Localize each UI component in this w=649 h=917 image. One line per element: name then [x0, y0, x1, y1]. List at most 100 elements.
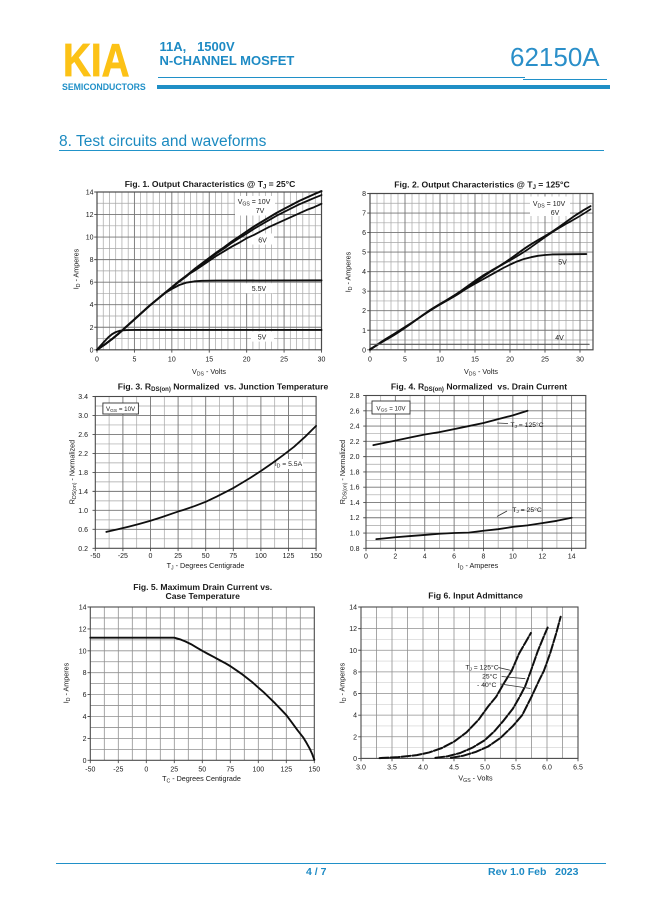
- svg-text:150: 150: [308, 767, 320, 774]
- svg-text:-50: -50: [85, 767, 95, 774]
- svg-text:5V: 5V: [258, 335, 267, 342]
- svg-text:10: 10: [436, 357, 444, 364]
- svg-text:Fig. 3. RDS(on) Normalized vs: Fig. 3. RDS(on) Normalized vs. Junction …: [118, 382, 329, 393]
- svg-text:5: 5: [362, 250, 366, 257]
- svg-text:1.0: 1.0: [78, 508, 88, 515]
- svg-text:5V: 5V: [558, 260, 567, 267]
- svg-text:15: 15: [471, 357, 479, 364]
- svg-text:1: 1: [362, 328, 366, 335]
- svg-text:10: 10: [86, 235, 94, 242]
- svg-text:50: 50: [198, 767, 206, 774]
- svg-text:6.0: 6.0: [542, 765, 552, 772]
- svg-text:0: 0: [353, 756, 357, 763]
- svg-text:0: 0: [144, 767, 148, 774]
- svg-text:Fig. 2. Output Characteristics: Fig. 2. Output Characteristics @ TJ = 12…: [394, 180, 569, 191]
- svg-text:-25: -25: [113, 767, 123, 774]
- svg-text:6.5: 6.5: [573, 765, 583, 772]
- svg-text:1.6: 1.6: [350, 485, 360, 492]
- svg-text:20: 20: [243, 357, 251, 364]
- svg-text:TJ = 125°C: TJ = 125°C: [510, 421, 543, 430]
- svg-text:1.2: 1.2: [350, 515, 360, 522]
- svg-text:3: 3: [362, 289, 366, 296]
- svg-text:25: 25: [280, 357, 288, 364]
- svg-text:VDS - Volts: VDS - Volts: [192, 367, 226, 377]
- svg-text:10: 10: [79, 648, 87, 655]
- svg-text:12: 12: [79, 626, 87, 633]
- svg-text:100: 100: [255, 553, 267, 560]
- svg-text:12: 12: [86, 212, 94, 219]
- svg-text:Fig. 4. RDS(on) Normalized vs: Fig. 4. RDS(on) Normalized vs. Drain Cur…: [391, 382, 567, 393]
- svg-text:2.0: 2.0: [350, 454, 360, 461]
- svg-text:RDS(on) - Normalized: RDS(on) - Normalized: [338, 440, 348, 504]
- svg-text:ID - Amperes: ID - Amperes: [458, 561, 499, 571]
- svg-text:3.0: 3.0: [78, 413, 88, 420]
- svg-text:75: 75: [226, 767, 234, 774]
- svg-text:0: 0: [149, 553, 153, 560]
- svg-text:4: 4: [90, 302, 94, 309]
- svg-text:4: 4: [353, 713, 357, 720]
- svg-text:3.4: 3.4: [78, 394, 88, 401]
- svg-text:-50: -50: [90, 553, 100, 560]
- svg-text:2: 2: [353, 734, 357, 741]
- svg-text:6V: 6V: [551, 210, 560, 217]
- svg-text:0.6: 0.6: [78, 527, 88, 534]
- svg-text:VGS = 10V: VGS = 10V: [376, 406, 406, 414]
- svg-text:4.0: 4.0: [418, 765, 428, 772]
- svg-text:2.2: 2.2: [350, 439, 360, 446]
- svg-text:Fig. 1. Output Characteristics: Fig. 1. Output Characteristics @ TJ = 25…: [125, 179, 296, 190]
- svg-text:14: 14: [349, 605, 357, 612]
- svg-text:7: 7: [362, 211, 366, 218]
- svg-text:8: 8: [353, 669, 357, 676]
- svg-text:8: 8: [362, 191, 366, 198]
- svg-text:14: 14: [568, 554, 576, 561]
- svg-text:TC - Degrees Centigrade: TC - Degrees Centigrade: [162, 774, 241, 784]
- svg-text:4: 4: [362, 269, 366, 276]
- svg-text:8: 8: [482, 554, 486, 561]
- svg-text:75: 75: [229, 553, 237, 560]
- svg-text:25: 25: [170, 767, 178, 774]
- svg-text:0: 0: [95, 357, 99, 364]
- svg-text:ID - Amperes: ID - Amperes: [344, 251, 354, 292]
- svg-text:30: 30: [318, 357, 326, 364]
- svg-text:0.2: 0.2: [78, 546, 88, 553]
- svg-text:6: 6: [362, 230, 366, 237]
- svg-text:4: 4: [423, 554, 427, 561]
- svg-text:150: 150: [310, 553, 322, 560]
- svg-text:5: 5: [403, 357, 407, 364]
- svg-text:VGS = 10V: VGS = 10V: [238, 199, 271, 207]
- svg-text:10: 10: [349, 648, 357, 655]
- svg-text:1.4: 1.4: [350, 500, 360, 507]
- svg-text:10: 10: [509, 554, 517, 561]
- svg-text:12: 12: [538, 554, 546, 561]
- svg-text:125: 125: [283, 553, 295, 560]
- svg-text:4V: 4V: [555, 335, 564, 342]
- svg-text:0: 0: [90, 347, 94, 354]
- svg-text:5.5: 5.5: [511, 765, 521, 772]
- svg-text:- 40°C: - 40°C: [477, 681, 496, 689]
- svg-text:0: 0: [362, 347, 366, 354]
- svg-text:4.5: 4.5: [449, 765, 459, 772]
- svg-text:TJ = 125°C: TJ = 125°C: [465, 664, 498, 673]
- svg-text:25°C: 25°C: [482, 673, 497, 681]
- svg-text:15: 15: [205, 357, 213, 364]
- svg-text:2.2: 2.2: [78, 451, 88, 458]
- svg-text:6V: 6V: [258, 238, 267, 245]
- svg-text:6: 6: [90, 280, 94, 287]
- svg-text:10: 10: [168, 357, 176, 364]
- svg-text:0: 0: [83, 758, 87, 765]
- svg-text:VGS = 10V: VGS = 10V: [106, 406, 136, 414]
- svg-text:2: 2: [83, 736, 87, 743]
- svg-text:6: 6: [452, 554, 456, 561]
- svg-text:1.8: 1.8: [350, 469, 360, 476]
- svg-text:2: 2: [90, 325, 94, 332]
- svg-text:50: 50: [202, 553, 210, 560]
- svg-text:3.0: 3.0: [356, 765, 366, 772]
- svg-text:8: 8: [83, 670, 87, 677]
- svg-text:20: 20: [506, 357, 514, 364]
- svg-text:30: 30: [576, 357, 584, 364]
- svg-text:2: 2: [362, 308, 366, 315]
- svg-text:Case Temperature: Case Temperature: [166, 591, 241, 601]
- svg-text:1.8: 1.8: [78, 470, 88, 477]
- svg-text:VGS - Volts: VGS - Volts: [458, 774, 493, 784]
- svg-text:125: 125: [280, 767, 292, 774]
